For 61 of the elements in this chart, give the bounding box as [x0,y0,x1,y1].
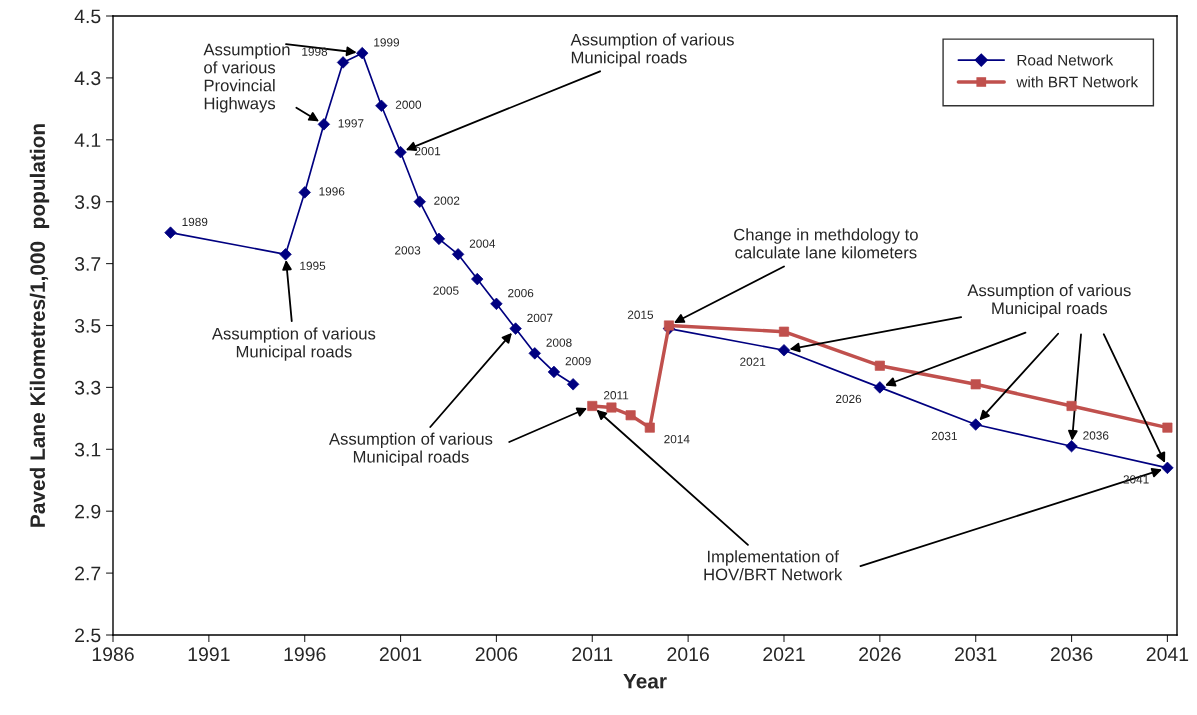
legend-label: Road Network [1017,54,1114,66]
x-tick-label: 1996 [284,647,326,662]
point [490,297,503,310]
annotation: 2002 [434,196,460,205]
annotation: 2031 [931,431,957,441]
annotation: Assumption of various Municipal roads [967,284,1131,318]
annotation: 2009 [565,357,591,366]
annotation: Assumption of various Provincial Highways [203,43,290,113]
x-tick-label: 2011 [572,647,613,662]
annotation: 2026 [836,394,862,404]
x-tick-label: 2041 [1146,647,1189,662]
y-tick-label: 4.5 [74,9,101,24]
annotation: 2005 [433,286,459,295]
point [317,118,331,131]
x-tick-label: 1991 [188,647,230,662]
annotation: 2008 [546,338,572,347]
annotation: Assumption of various Municipal roads [211,327,376,361]
y-tick-label: 3.3 [74,380,101,395]
y-tick-label: 4.3 [74,71,101,86]
point [777,344,791,357]
legend-label: with BRT Network [1016,76,1139,88]
annotation: 2021 [740,357,766,366]
annotation: 1998 [302,47,328,56]
annotation: Change in methdology to calculate lane kilometers [734,228,918,259]
y-tick-label: 3.5 [74,318,101,333]
y-tick-label: 3.7 [74,257,101,271]
x-axis-title: Year [623,674,667,689]
y-tick-label: 3.9 [74,195,101,209]
annotation: 2003 [395,246,421,255]
y-axis-title: Paved Lane Kilometres/1,000 population [29,124,50,527]
x-tick-label: 2031 [955,647,997,662]
x-tick-label: 2036 [1050,647,1093,662]
y-tick-label: 3.1 [74,442,101,457]
y-tick-label: 4.1 [74,133,101,147]
x-tick-label: 2016 [667,647,709,662]
annotation: 1999 [374,38,400,47]
annotation: Assumption of various Municipal roads [570,33,734,67]
x-tick-label: 2006 [475,647,518,662]
annotation: 1989 [182,217,208,227]
y-tick-label: 2.5 [75,628,101,643]
annotation: 1997 [338,119,364,128]
annotation: 2007 [527,313,553,323]
annotation: 2004 [469,239,496,248]
annotation: 2015 [627,310,654,319]
annotation: 2011 [603,391,629,400]
annotation: Implementation of HOV/BRT Network [704,550,843,581]
y-tick-label: 2.9 [75,504,101,519]
annotation: 2001 [415,146,441,156]
y-tick-label: 2.7 [75,566,101,581]
x-tick-label: 2021 [763,647,805,662]
annotation: 2036 [1083,431,1109,440]
annotation: 2014 [664,434,690,444]
annotation: Assumption of various Municipal roads [328,432,493,467]
annotation: 1996 [319,187,345,196]
x-tick-label: 1986 [92,647,134,662]
point [873,381,887,394]
x-tick-label: 2001 [379,647,422,662]
x-tick-label: 2026 [859,647,901,662]
annotation: 1995 [300,261,326,270]
annotation: 2000 [395,100,422,109]
annotation: 2006 [508,288,534,298]
